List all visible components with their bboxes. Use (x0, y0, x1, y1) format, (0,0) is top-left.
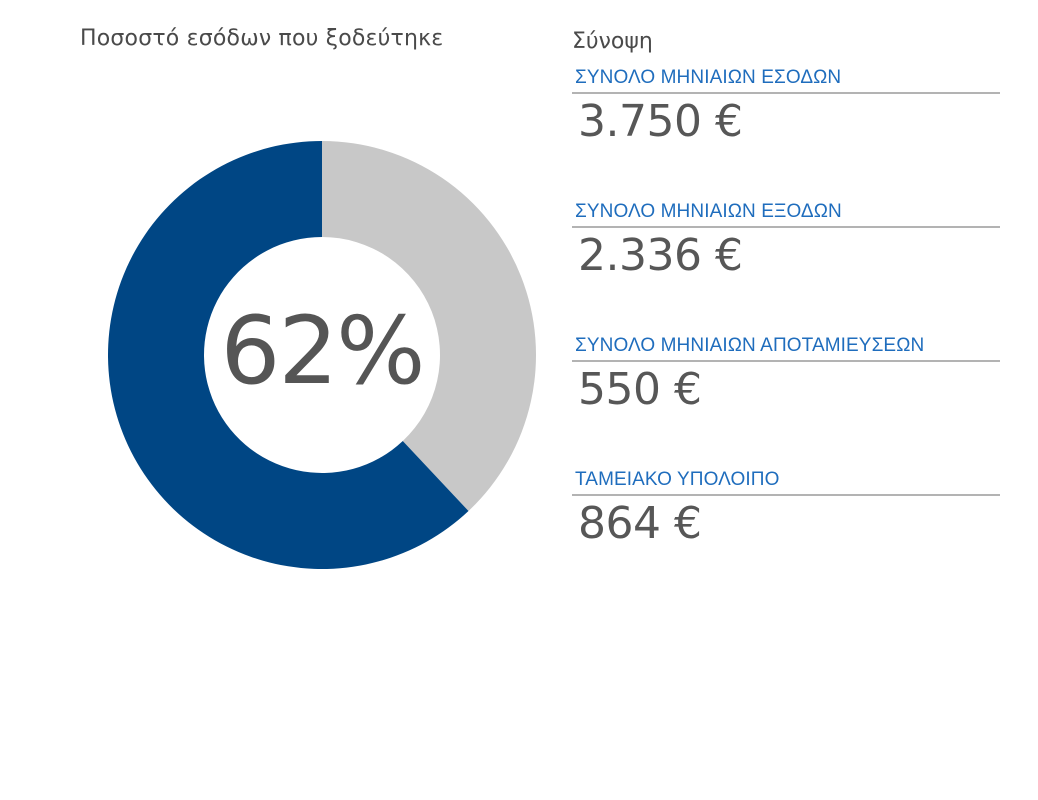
metric-monthly-savings: ΣΥΝΟΛΟ ΜΗΝΙΑΙΩΝ ΑΠΟΤΑΜΙΕΥΣΕΩΝ 550 € (572, 334, 1000, 468)
metric-label: ΤΑΜΕΙΑΚΟ ΥΠΟΛΟΙΠΟ (572, 468, 1000, 496)
metric-value: 864 € (578, 498, 702, 549)
metric-value: 3.750 € (578, 96, 743, 147)
summary-title: Σύνοψη (572, 29, 653, 54)
donut-segment-spent (108, 141, 469, 569)
donut-chart (108, 141, 536, 569)
metric-label: ΣΥΝΟΛΟ ΜΗΝΙΑΙΩΝ ΕΞΟΔΩΝ (572, 200, 1000, 228)
percentage-value: 62% (220, 296, 426, 406)
donut-center-percentage: 62% (108, 141, 536, 569)
summary-panel: Σύνοψη ΣΥΝΟΛΟ ΜΗΝΙΑΙΩΝ ΕΣΟΔΩΝ 3.750 € ΣΥ… (572, 26, 1000, 602)
metric-cash-balance: ΤΑΜΕΙΑΚΟ ΥΠΟΛΟΙΠΟ 864 € (572, 468, 1000, 602)
metric-value: 550 € (578, 364, 702, 415)
metric-monthly-expenses: ΣΥΝΟΛΟ ΜΗΝΙΑΙΩΝ ΕΞΟΔΩΝ 2.336 € (572, 200, 1000, 334)
donut-svg (108, 141, 536, 569)
metric-label: ΣΥΝΟΛΟ ΜΗΝΙΑΙΩΝ ΕΣΟΔΩΝ (572, 66, 1000, 94)
metric-label: ΣΥΝΟΛΟ ΜΗΝΙΑΙΩΝ ΑΠΟΤΑΜΙΕΥΣΕΩΝ (572, 334, 1000, 362)
donut-segment-remaining (322, 141, 536, 511)
metric-monthly-income: ΣΥΝΟΛΟ ΜΗΝΙΑΙΩΝ ΕΣΟΔΩΝ 3.750 € (572, 66, 1000, 200)
metric-value: 2.336 € (578, 230, 743, 281)
chart-title: Ποσοστό εσόδων που ξοδεύτηκε (80, 26, 444, 51)
